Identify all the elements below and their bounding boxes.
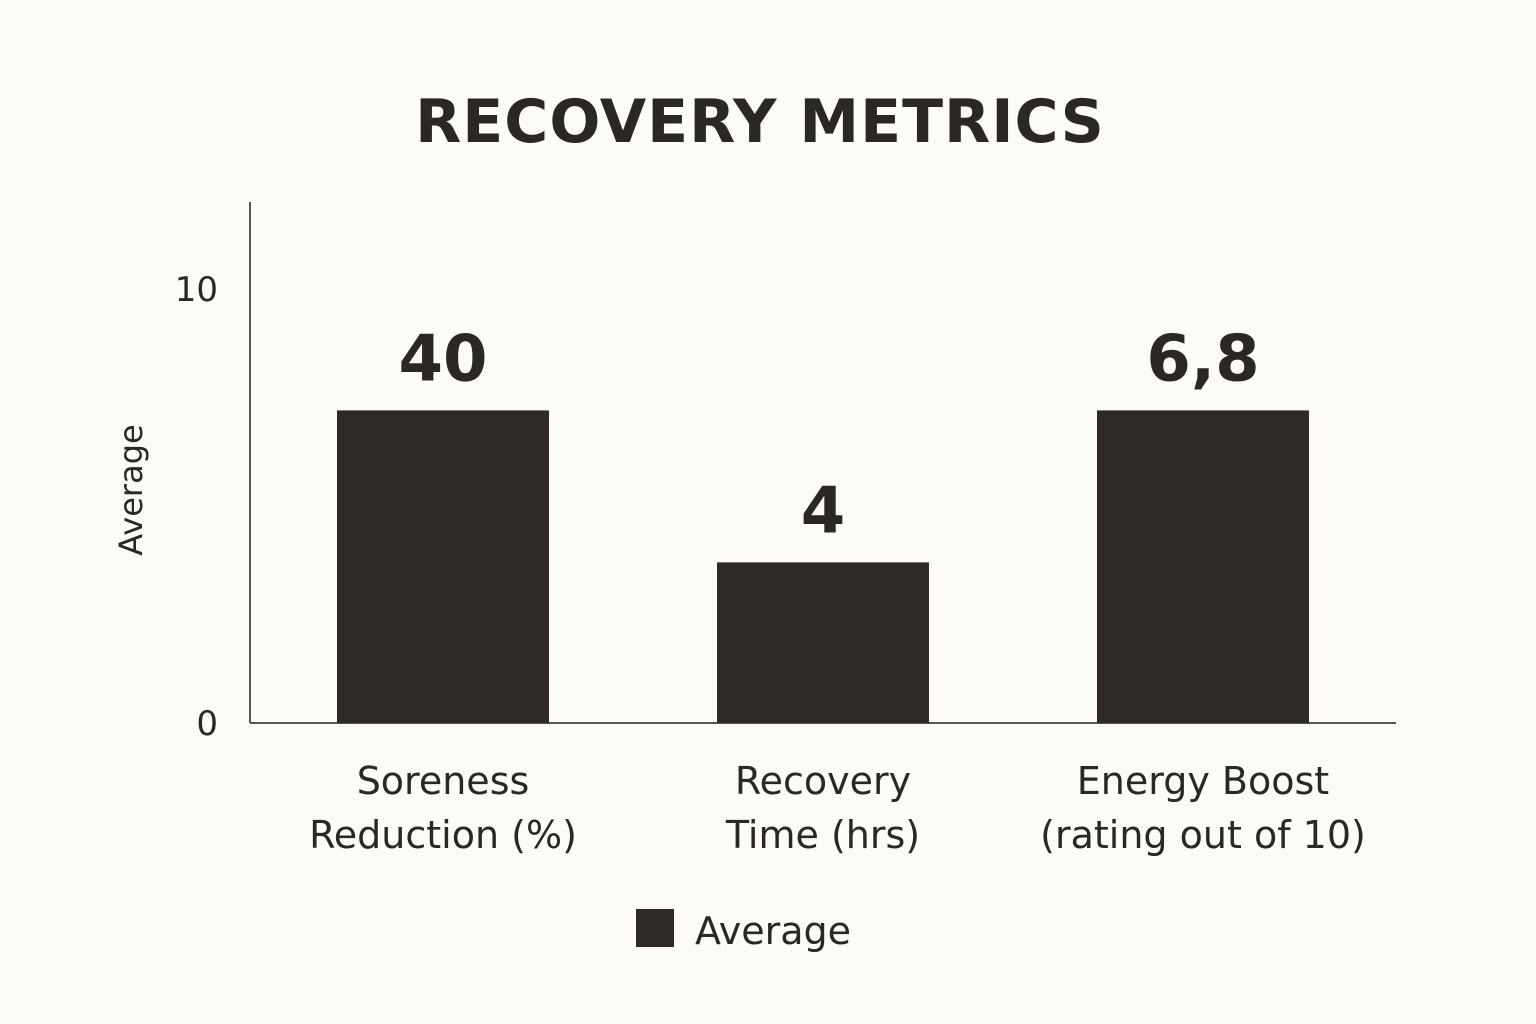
- x-category-label: Soreness Reduction (%): [309, 759, 577, 857]
- chart-title: RECOVERY METRICS: [415, 87, 1105, 157]
- bar: [1097, 410, 1309, 723]
- bar: [337, 410, 549, 723]
- data-label: 40: [398, 322, 487, 396]
- data-label: 4: [801, 474, 846, 548]
- x-category-label: Energy Boost (rating out of 10): [1040, 759, 1366, 857]
- bar: [717, 562, 929, 723]
- legend-swatch: [636, 909, 674, 947]
- y-tick-label: 0: [196, 704, 218, 744]
- legend-label: Average: [695, 909, 851, 953]
- data-label: 6,8: [1146, 322, 1259, 396]
- legend: Average: [636, 909, 851, 953]
- y-tick-label: 10: [175, 270, 218, 310]
- x-category-label: Recovery Time (hrs): [725, 759, 920, 857]
- y-axis-label: Average: [112, 424, 150, 555]
